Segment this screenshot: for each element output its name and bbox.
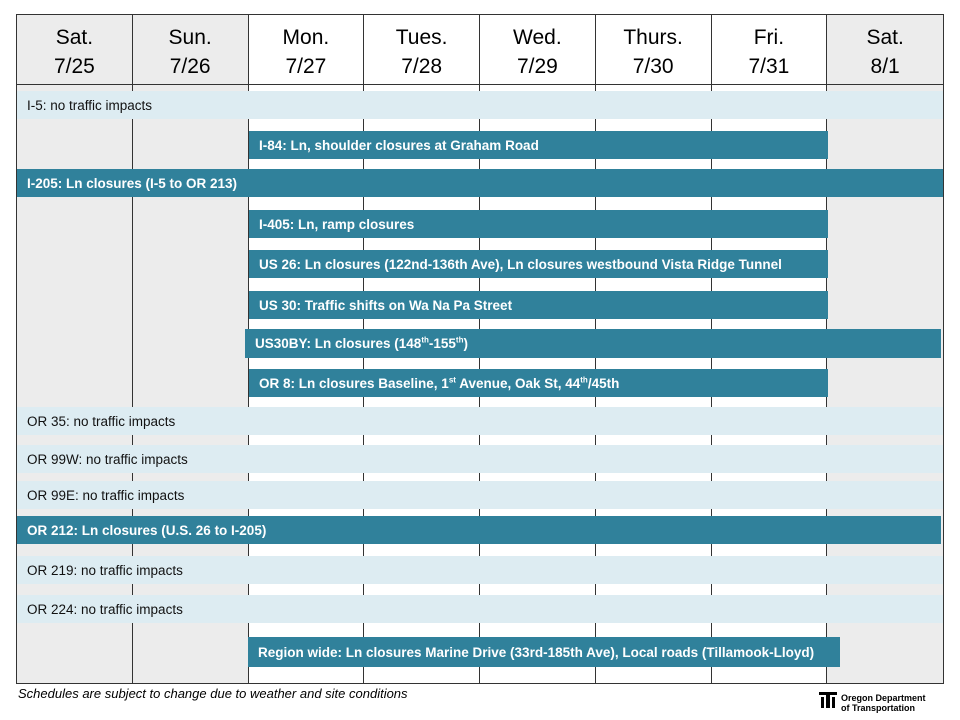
bar-label-part: -155 (428, 336, 456, 351)
schedule-bar-or99e: OR 99E: no traffic impacts (17, 481, 943, 509)
bar-label: US30BY: Ln closures (148th-155th) (255, 336, 468, 351)
schedule-bar-i205: I-205: Ln closures (I-5 to OR 213) (17, 169, 943, 197)
bar-label: US 26: Ln closures (122nd-136th Ave), Ln… (259, 256, 782, 272)
day-name: Sat. (55, 26, 94, 49)
schedule-bar-us26: US 26: Ln closures (122nd-136th Ave), Ln… (249, 250, 828, 278)
odot-logo-icon (818, 690, 838, 715)
day-header: Wed. 7/29 (480, 15, 595, 85)
bar-label: OR 35: no traffic impacts (27, 413, 176, 429)
bar-label-sup: th (421, 335, 429, 345)
schedule-bar-i5: I-5: no traffic impacts (17, 91, 943, 119)
day-name: Tues. (395, 26, 448, 49)
bar-label-part: /45th (587, 375, 620, 391)
schedule-bar-or35: OR 35: no traffic impacts (17, 407, 943, 435)
day-name: Sat. (866, 26, 904, 49)
bar-label: OR 99W: no traffic impacts (27, 451, 188, 467)
day-header: Thurs. 7/30 (595, 15, 711, 85)
day-header: Sun. 7/26 (132, 15, 248, 85)
schedule-bar-region-wide: Region wide: Ln closures Marine Drive (3… (248, 637, 840, 667)
day-date: 7/25 (53, 55, 95, 78)
day-date: 7/29 (516, 55, 558, 78)
day-date: 7/31 (748, 55, 790, 78)
day-date: 7/30 (632, 55, 674, 78)
bar-label: OR 8: Ln closures Baseline, 1st Avenue, … (259, 376, 619, 391)
bar-label: I-84: Ln, shoulder closures at Graham Ro… (259, 137, 539, 153)
bar-label-sup: th (580, 375, 588, 384)
bar-label: I-405: Ln, ramp closures (259, 216, 415, 232)
day-date: 7/26 (169, 55, 211, 78)
bar-label: Region wide: Ln closures Marine Drive (3… (258, 644, 815, 660)
schedule-disclaimer: Schedules are subject to change due to w… (18, 686, 408, 701)
bar-label: OR 224: no traffic impacts (27, 601, 183, 617)
day-date: 8/1 (870, 55, 900, 78)
day-date: 7/28 (401, 55, 443, 78)
day-header: Mon. 7/27 (248, 15, 364, 85)
bar-label-sup: st (448, 375, 456, 384)
day-header: Sat. 8/1 (827, 15, 943, 85)
bar-label: I-5: no traffic impacts (27, 97, 153, 113)
day-date: 7/27 (285, 55, 327, 78)
schedule-bar-or99w: OR 99W: no traffic impacts (17, 445, 943, 473)
day-header: Sat. 7/25 (17, 15, 132, 85)
day-name: Thurs. (623, 26, 683, 49)
bar-label-part: US30BY: Ln closures (148 (255, 336, 422, 351)
schedule-bar-or212: OR 212: Ln closures (U.S. 26 to I-205) (17, 516, 941, 544)
day-header: Fri. 7/31 (711, 15, 827, 85)
schedule-bar-or219: OR 219: no traffic impacts (17, 556, 943, 584)
bar-label: OR 219: no traffic impacts (27, 562, 183, 578)
day-name: Wed. (513, 26, 562, 49)
bar-label: US 30: Traffic shifts on Wa Na Pa Street (259, 297, 513, 313)
bar-label: OR 99E: no traffic impacts (27, 487, 185, 503)
bar-label-part: OR 8: Ln closures Baseline, 1 (259, 375, 449, 391)
day-name: Mon. (282, 26, 330, 49)
schedule-bar-us30by: US30BY: Ln closures (148th-155th) (245, 329, 941, 358)
bar-label: I-205: Ln closures (I-5 to OR 213) (27, 175, 238, 191)
schedule-bar-i84: I-84: Ln, shoulder closures at Graham Ro… (249, 131, 828, 159)
schedule-bar-or8: OR 8: Ln closures Baseline, 1st Avenue, … (249, 369, 828, 397)
schedule-bar-i405: I-405: Ln, ramp closures (249, 210, 828, 238)
day-header: Tues. 7/28 (364, 15, 479, 85)
bar-label-sup: th (455, 335, 464, 345)
logo-line-1: Oregon Department (841, 692, 926, 703)
bar-label-part: ) (463, 336, 468, 351)
bar-label-part: Avenue, Oak St, 44 (455, 375, 581, 391)
day-name: Fri. (753, 26, 785, 49)
schedule-bar-us30: US 30: Traffic shifts on Wa Na Pa Street (249, 291, 828, 319)
logo-line-2: of Transportation (841, 702, 915, 713)
schedule-bar-or224: OR 224: no traffic impacts (17, 595, 943, 623)
bar-label: OR 212: Ln closures (U.S. 26 to I-205) (27, 522, 267, 538)
day-name: Sun. (168, 26, 212, 49)
odot-logo: Oregon Department of Transportation (818, 690, 926, 715)
logo-text: Oregon Department of Transportation (841, 693, 926, 713)
